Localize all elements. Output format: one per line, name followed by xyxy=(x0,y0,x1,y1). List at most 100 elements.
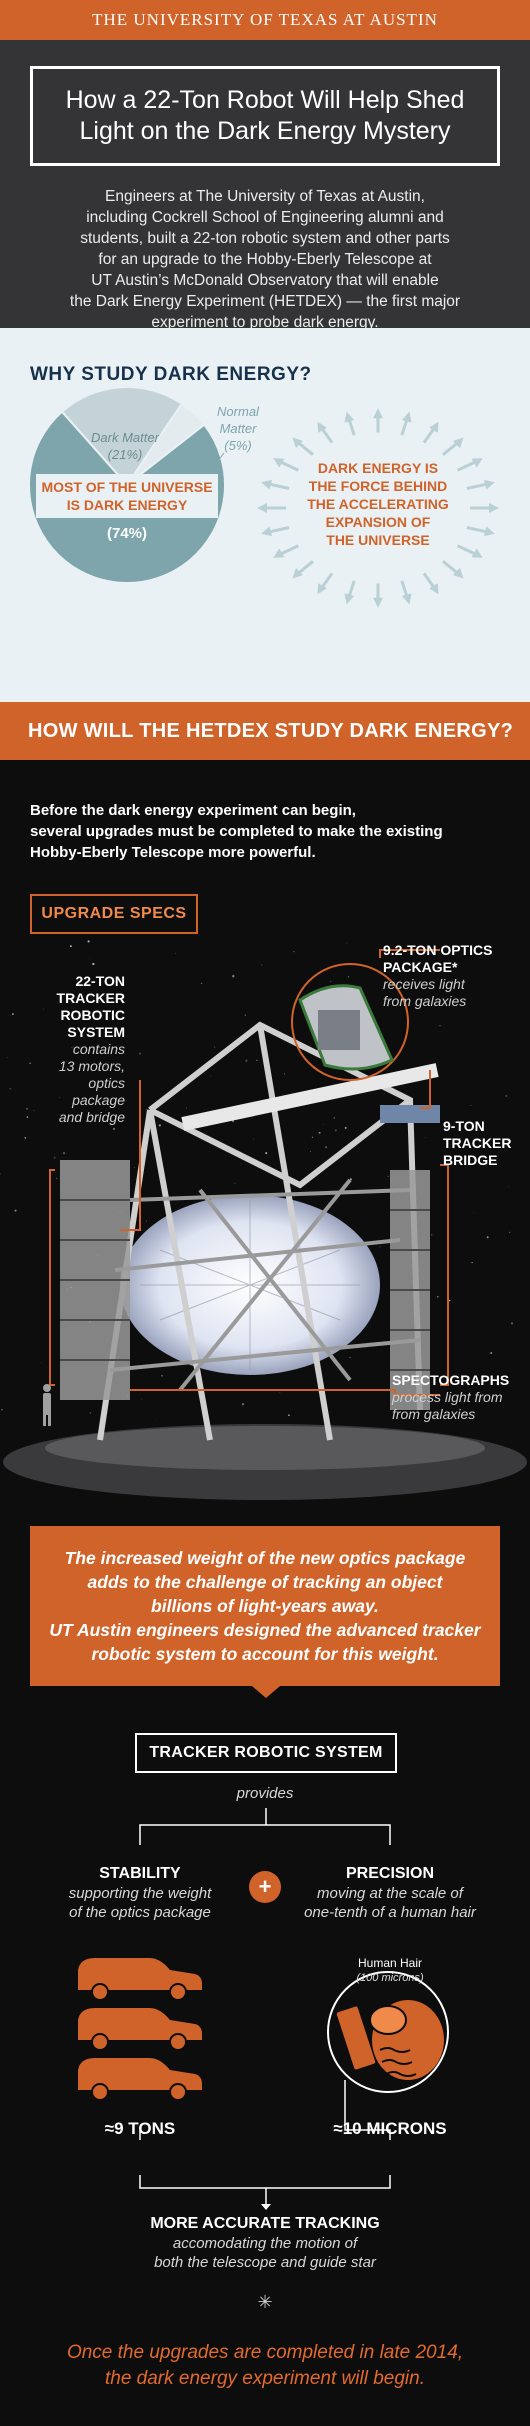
callout-line: UT Austin engineers designed the advance… xyxy=(49,1620,481,1640)
force-text-line: THE FORCE BEHIND xyxy=(309,478,447,494)
expansion-arrow-head xyxy=(471,548,483,558)
stability-value: ≈9 TONS xyxy=(104,2119,176,2138)
star xyxy=(69,945,72,948)
normal-matter-pointer xyxy=(203,452,225,479)
label-desc: and bridge xyxy=(58,1109,125,1125)
pie-graphic: Dark Matter (21%) Normal Matter (5%) MOS… xyxy=(28,386,499,608)
star xyxy=(62,1152,66,1155)
expansion-arrow-head xyxy=(471,458,483,468)
upgrade-specs-box: UPGRADE SPECS xyxy=(30,894,198,934)
expansion-arrows xyxy=(257,408,499,608)
suv-icon xyxy=(78,2058,202,2090)
star xyxy=(261,964,263,966)
star xyxy=(200,982,203,985)
hero-body-line: students, built a 22-ton robotic system … xyxy=(80,230,450,247)
star xyxy=(98,1085,100,1087)
university-header: THE UNIVERSITY OF TEXAS AT AUSTIN xyxy=(0,0,530,40)
label-title: 9.2-TON OPTICS xyxy=(383,942,493,958)
tracker-bridge xyxy=(181,1063,439,1131)
star xyxy=(383,1093,385,1094)
star xyxy=(245,1059,248,1062)
expansion-arrow-head xyxy=(401,593,412,605)
star xyxy=(26,1116,29,1118)
star xyxy=(141,1398,142,1400)
star xyxy=(448,1299,451,1302)
star xyxy=(279,1392,281,1394)
plus-circle xyxy=(249,1871,281,1903)
star xyxy=(379,1246,381,1248)
star xyxy=(0,1173,1,1175)
star xyxy=(418,1005,420,1007)
star xyxy=(505,1095,507,1097)
expansion-arrow-head xyxy=(373,597,383,608)
star xyxy=(53,1156,56,1159)
hero-body-line: Engineers at The University of Texas at … xyxy=(105,188,425,205)
label-desc: 13 motors, xyxy=(58,1058,125,1074)
dark-energy-label: MOST OF THE UNIVERSE xyxy=(41,479,212,495)
label-title: SYSTEM xyxy=(67,1024,125,1040)
weight-callout: The increased weight of the new optics p… xyxy=(30,1526,500,1686)
expansion-arrow-head xyxy=(261,479,273,490)
star xyxy=(234,1182,236,1184)
star xyxy=(425,1137,426,1139)
star xyxy=(92,962,95,966)
why-section: WHY STUDY DARK ENERGY? Dark Matter (21%)… xyxy=(0,328,530,702)
star xyxy=(471,1261,473,1264)
star xyxy=(26,1108,28,1110)
telescope-base-top xyxy=(45,1426,485,1470)
star xyxy=(265,1152,268,1155)
expansion-arrow-head xyxy=(489,503,499,513)
label-title: PACKAGE* xyxy=(383,959,458,975)
star xyxy=(347,976,350,978)
star xyxy=(473,1212,475,1214)
tracker-bridge-label: 9-TON TRACKER BRIDGE xyxy=(443,1118,528,1169)
star xyxy=(42,1008,44,1010)
intro-line: Hobby-Eberly Telescope more powerful. xyxy=(30,844,316,861)
result-block: MORE ACCURATE TRACKING accomodating the … xyxy=(115,2214,415,2272)
star xyxy=(146,1220,147,1222)
star xyxy=(232,1120,234,1122)
final-line: Once the upgrades are completed in late … xyxy=(66,2342,464,2363)
callout-pointer xyxy=(252,1686,280,1698)
star xyxy=(469,1394,471,1396)
star xyxy=(161,1374,163,1377)
force-text-line: DARK ENERGY IS xyxy=(318,460,438,476)
system-connectors xyxy=(78,1808,449,2210)
callout-line: The increased weight of the new optics p… xyxy=(64,1548,466,1568)
star xyxy=(346,943,348,945)
arrow-head xyxy=(261,2204,271,2210)
wheel-icon xyxy=(91,2083,109,2101)
result-desc: both the telescope and guide star xyxy=(154,2254,376,2271)
intro-line: Before the dark energy experiment can be… xyxy=(30,802,356,819)
suv-stack-icon xyxy=(78,1958,202,2101)
intro-line: several upgrades must be completed to ma… xyxy=(30,823,443,840)
star xyxy=(439,1024,441,1027)
callout-line: billions of light-years away. xyxy=(151,1596,379,1616)
expansion-arrow-head xyxy=(317,583,327,595)
star xyxy=(9,1087,12,1090)
label-desc: contains xyxy=(72,1041,125,1057)
precision-desc: moving at the scale of xyxy=(317,1885,463,1902)
star xyxy=(387,1175,389,1177)
star xyxy=(256,1059,258,1061)
star xyxy=(486,1236,489,1239)
label-title: ROBOTIC xyxy=(60,1007,125,1023)
precision-block: PRECISION moving at the scale of one-ten… xyxy=(280,1864,500,1922)
telescope-illustration xyxy=(0,940,527,1500)
hero-body-line: the Dark Energy Experiment (HETDEX) — th… xyxy=(69,293,461,310)
expansion-arrow-head xyxy=(257,503,267,513)
normal-matter-label-2: Matter xyxy=(220,421,258,436)
wheel-icon xyxy=(91,2033,109,2051)
result-title: MORE ACCURATE TRACKING xyxy=(150,2215,380,2232)
hair-label: Human Hair xyxy=(357,1956,423,1970)
wheel-icon xyxy=(91,1983,109,2001)
star xyxy=(430,1234,433,1236)
label-desc: from galaxies xyxy=(392,1406,476,1422)
hair-sublabel: (100 microns) xyxy=(356,1972,424,1984)
dark-energy-pct: (74%) xyxy=(107,525,147,542)
star xyxy=(6,1057,8,1059)
hero-body: Engineers at The University of Texas at … xyxy=(30,186,500,333)
star xyxy=(155,1418,157,1420)
hero-body-line: including Cockrell School of Engineering… xyxy=(86,209,444,226)
star xyxy=(210,1075,211,1077)
